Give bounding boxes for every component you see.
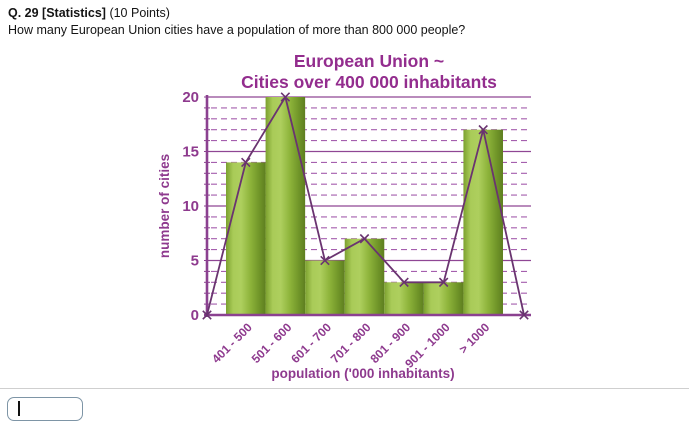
divider-line — [0, 388, 689, 389]
question-heading: Q. 29 [Statistics] (10 Points) — [8, 5, 668, 22]
bar — [384, 282, 424, 315]
x-tick-label: 401 - 500 — [209, 320, 255, 366]
bar — [305, 260, 345, 315]
y-tick-label: 20 — [182, 89, 199, 106]
x-marker — [519, 310, 529, 320]
x-marker — [320, 255, 330, 266]
y-tick-label: 15 — [182, 144, 199, 161]
y-axis-title: number of cities — [157, 154, 172, 258]
bar — [463, 129, 503, 315]
x-tick-label: 501 - 600 — [249, 320, 295, 366]
y-tick-label: 0 — [191, 307, 199, 324]
x-marker — [438, 277, 449, 288]
x-marker — [280, 92, 291, 102]
x-marker — [399, 277, 409, 288]
x-tick-label: 601 - 700 — [288, 320, 334, 366]
bar — [344, 238, 385, 315]
x-marker — [202, 310, 212, 320]
chart-svg: European Union ~Cities over 400 000 inha… — [157, 51, 531, 381]
x-marker — [241, 157, 251, 168]
question-points: (10 Points) — [109, 6, 170, 20]
bar — [265, 97, 306, 315]
question-block: Q. 29 [Statistics] (10 Points) How many … — [8, 5, 668, 39]
x-tick-label: 701 - 800 — [328, 320, 374, 366]
x-marker — [359, 233, 370, 244]
question-number: Q. 29 [Statistics] — [8, 6, 106, 20]
x-tick-label: > 1000 — [456, 320, 492, 356]
answer-input[interactable] — [7, 397, 83, 421]
x-axis-title: population ('000 inhabitants) — [271, 366, 454, 381]
bar — [226, 162, 266, 315]
answer-input-wrap — [7, 397, 83, 421]
x-marker — [478, 124, 488, 135]
y-tick-label: 5 — [191, 253, 199, 270]
bar — [423, 282, 464, 315]
question-prompt: How many European Union cities have a po… — [8, 23, 466, 37]
chart-title-line1: European Union ~ — [294, 51, 444, 71]
y-tick-label: 10 — [182, 198, 199, 215]
chart-title-line2: Cities over 400 000 inhabitants — [241, 72, 497, 92]
chart-container: European Union ~ Cities over 400 000 inha… — [0, 50, 689, 388]
